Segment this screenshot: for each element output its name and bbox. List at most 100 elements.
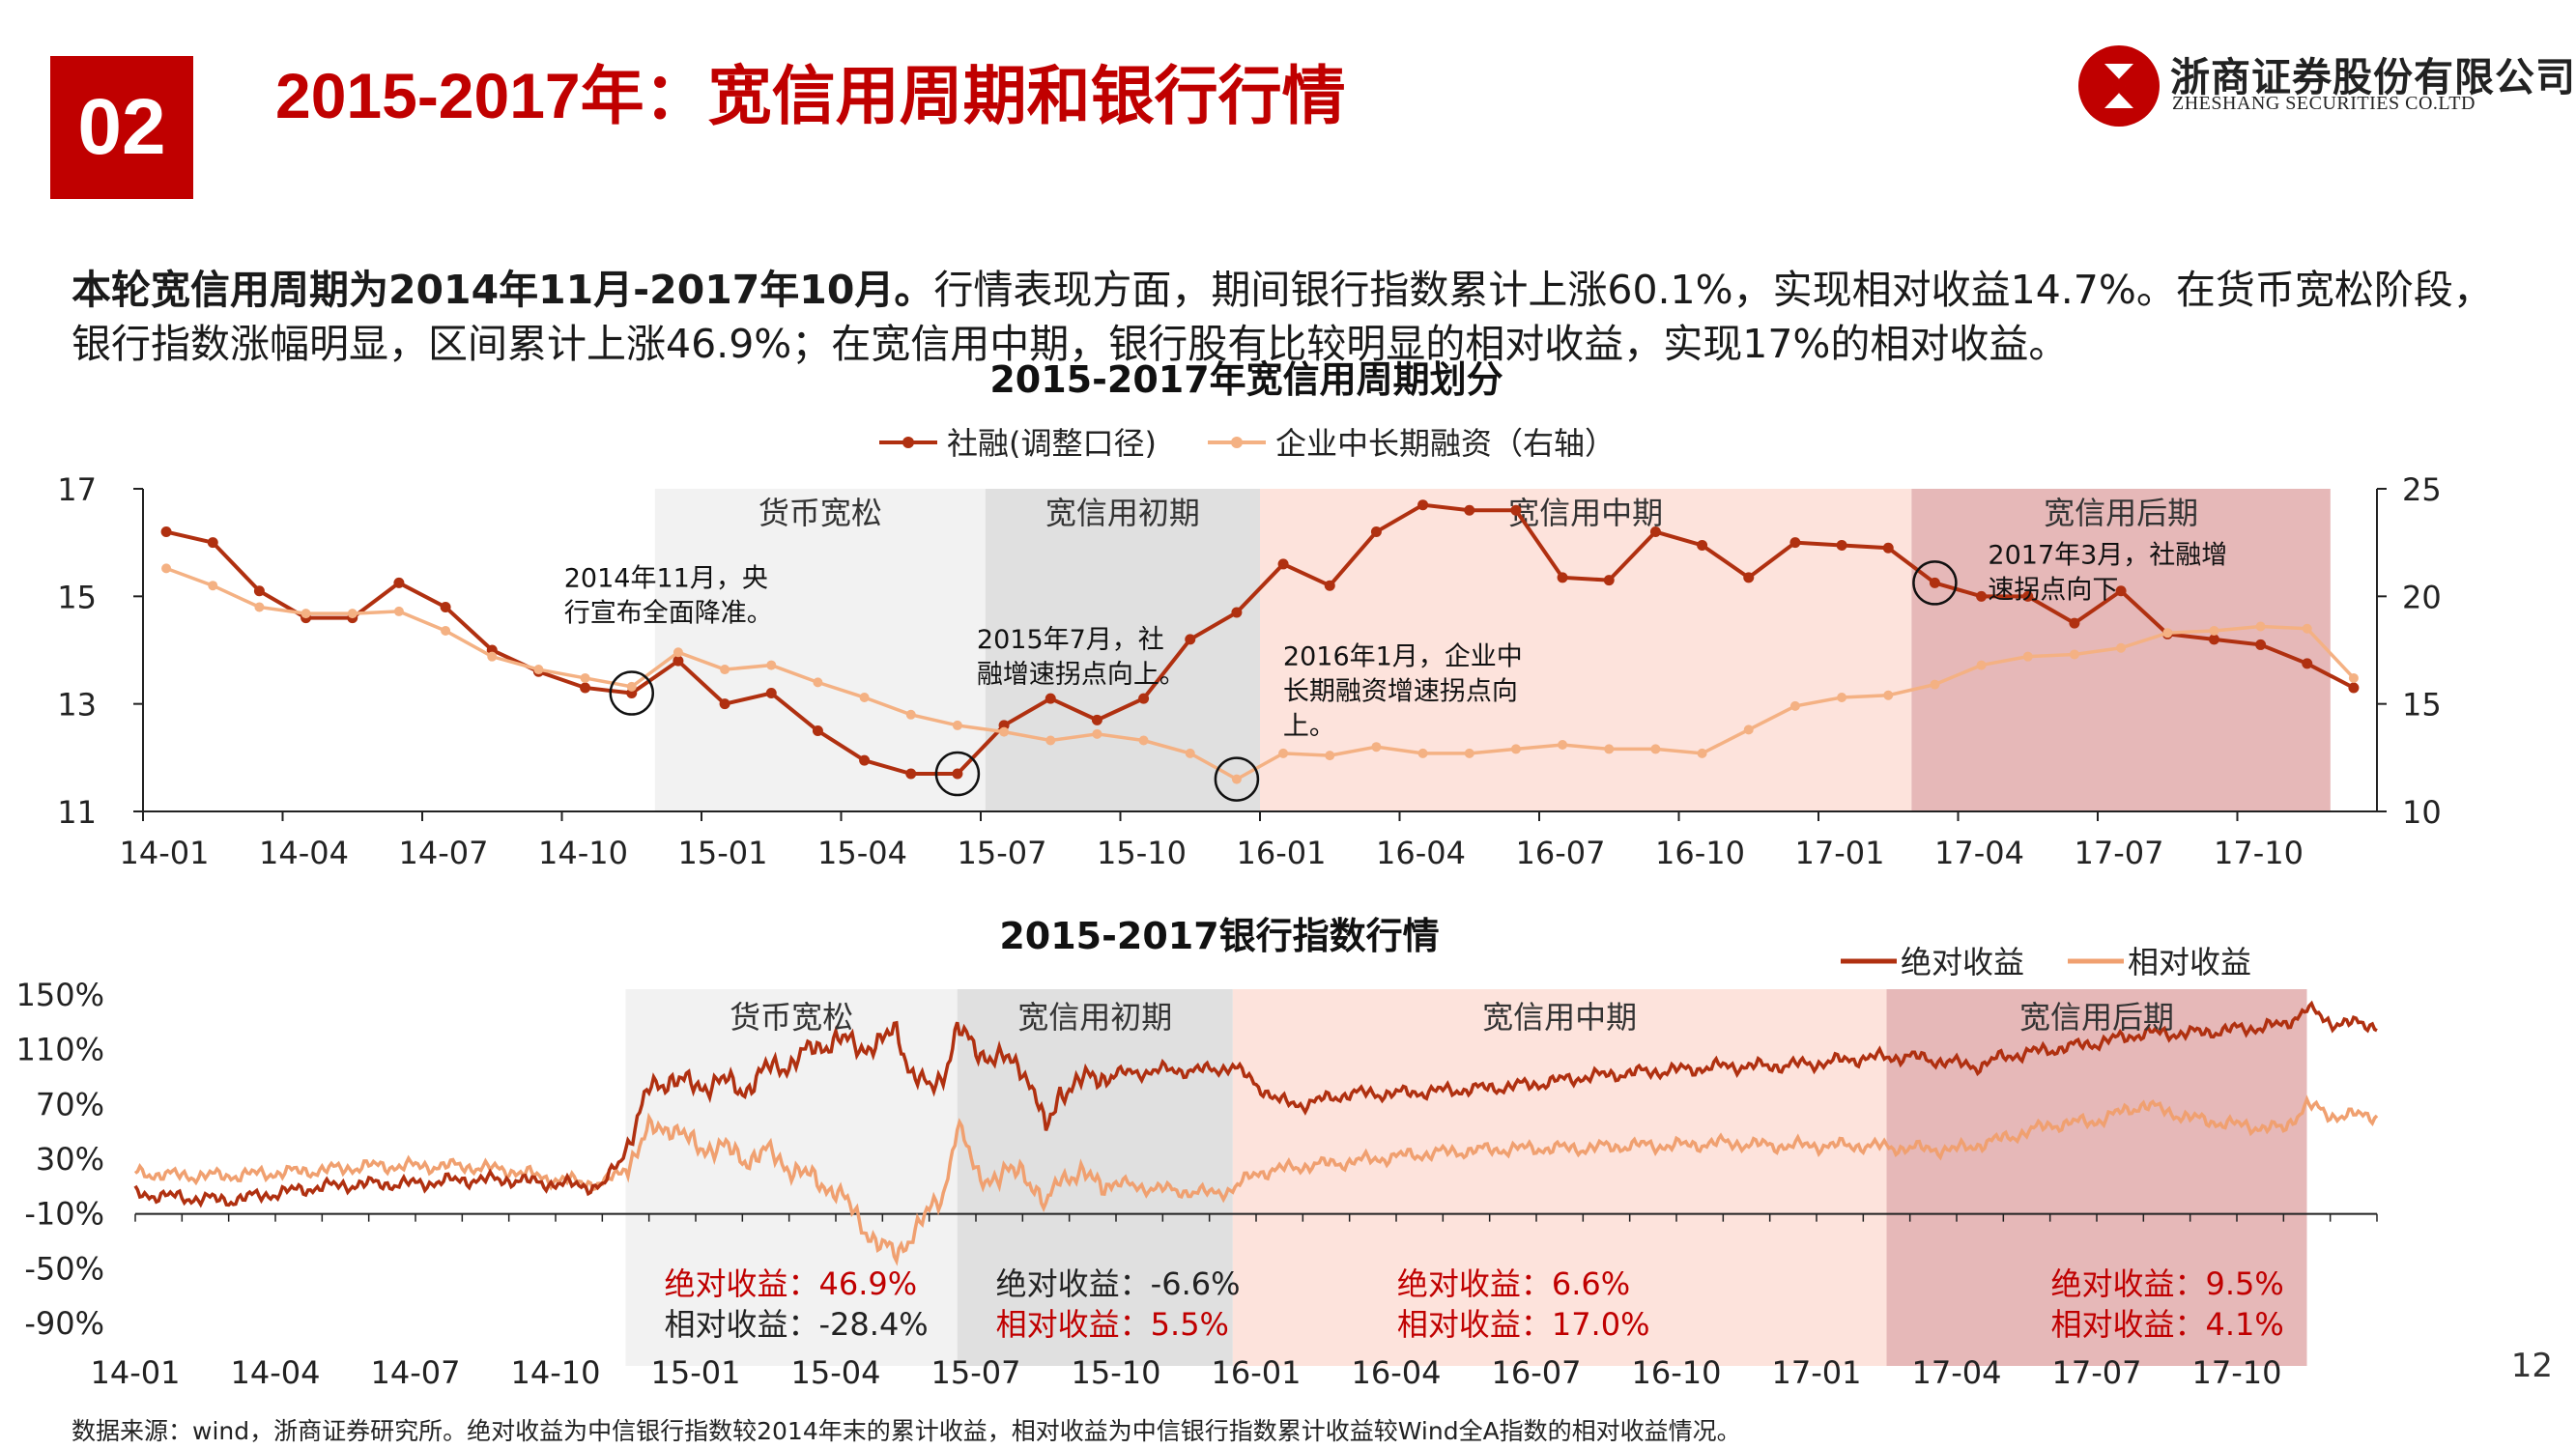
social-financing-point bbox=[1370, 526, 1382, 538]
period-band bbox=[985, 489, 1260, 811]
corporate-financing-point bbox=[208, 581, 218, 591]
corporate-financing-point bbox=[1558, 739, 1568, 750]
x-tick-label: 15-07 bbox=[958, 835, 1047, 871]
corporate-financing-point bbox=[161, 563, 172, 574]
corporate-financing-point bbox=[301, 609, 311, 619]
period-label: 宽信用中期 bbox=[1508, 495, 1663, 531]
annotation-text: 上。 bbox=[1283, 712, 1335, 742]
annotation-text: 融增速拐点向上。 bbox=[977, 660, 1186, 690]
social-financing-point bbox=[253, 585, 265, 597]
corporate-financing-point bbox=[859, 692, 870, 702]
social-financing-point bbox=[1510, 504, 1522, 516]
y-tick-label: 110% bbox=[16, 1032, 104, 1068]
corporate-financing-point bbox=[1464, 748, 1474, 758]
corporate-financing-point bbox=[1510, 744, 1521, 754]
annotation-circle bbox=[609, 670, 654, 716]
corporate-financing-point bbox=[1697, 748, 1707, 758]
social-financing-point bbox=[1789, 537, 1801, 549]
social-financing-point bbox=[1882, 542, 1894, 554]
period-band bbox=[1232, 989, 1887, 1366]
x-tick-label: 16-04 bbox=[1352, 1354, 1442, 1391]
period-label: 宽信用初期 bbox=[1017, 999, 1172, 1036]
corporate-financing-point bbox=[393, 606, 404, 616]
corporate-financing-point bbox=[905, 709, 916, 720]
chart-title: 2015-2017年宽信用周期划分 bbox=[989, 358, 1503, 401]
x-tick-label: 15-04 bbox=[817, 835, 907, 871]
legend-label: 社融(调整口径) bbox=[947, 425, 1157, 462]
social-financing-point bbox=[1743, 572, 1755, 583]
period-label: 宽信用后期 bbox=[2044, 495, 2198, 531]
corporate-financing-point bbox=[2069, 649, 2079, 660]
annotation-text: 速拐点向下 bbox=[1988, 575, 2118, 605]
annotation-text: 长期融资增速拐点向 bbox=[1283, 677, 1518, 707]
social-financing-point bbox=[2302, 658, 2313, 669]
social-financing-point bbox=[1138, 693, 1150, 704]
credit-cycle-chart: 货币宽松 宽信用初期 宽信用中期 宽信用后期 2015-2017年宽信用周期划分社融(调… bbox=[57, 358, 2442, 871]
corporate-financing-point bbox=[1743, 724, 1754, 735]
social-financing-point bbox=[905, 768, 917, 780]
right-tick-label: 15 bbox=[2402, 687, 2442, 724]
left-tick-label: 11 bbox=[57, 794, 97, 831]
corporate-financing-point bbox=[487, 651, 498, 662]
social-financing-point bbox=[393, 577, 405, 588]
x-tick-label: 14-04 bbox=[231, 1354, 321, 1391]
legend-label: 绝对收益 bbox=[1901, 944, 2024, 980]
corporate-financing-point bbox=[580, 672, 590, 683]
corporate-financing-point bbox=[441, 625, 451, 636]
annotation-circle bbox=[1912, 560, 1958, 606]
corporate-financing-point bbox=[2209, 625, 2219, 636]
x-tick-label: 15-10 bbox=[1072, 1354, 1161, 1391]
corporate-financing-point bbox=[2022, 651, 2033, 662]
period-absolute-return: 绝对收益：9.5% bbox=[2051, 1265, 2284, 1302]
corporate-financing-point bbox=[1837, 692, 1847, 702]
social-financing-point bbox=[2208, 634, 2219, 645]
legend-label: 相对收益 bbox=[2128, 944, 2251, 980]
x-tick-label: 14-04 bbox=[259, 835, 349, 871]
corporate-financing-point bbox=[720, 665, 730, 675]
left-tick-label: 13 bbox=[57, 687, 97, 724]
right-tick-label: 10 bbox=[2402, 794, 2442, 831]
x-tick-label: 17-07 bbox=[2052, 1354, 2142, 1391]
annotation-text: 2016年1月，企业中 bbox=[1283, 642, 1523, 672]
corporate-financing-point bbox=[1371, 742, 1382, 753]
x-tick-label: 14-10 bbox=[538, 835, 628, 871]
social-financing-point bbox=[440, 601, 451, 612]
annotation-circle bbox=[1214, 756, 1260, 802]
period-label: 货币宽松 bbox=[730, 999, 853, 1036]
relative-return-line bbox=[133, 1094, 2379, 1266]
x-tick-label: 14-01 bbox=[120, 835, 210, 871]
annotation-text: 2014年11月，央 bbox=[564, 564, 768, 594]
logo-name-en: ZHESHANG SECURITIES CO.LTD bbox=[2172, 93, 2476, 114]
x-tick-label: 17-07 bbox=[2075, 835, 2164, 871]
corporate-financing-point bbox=[1325, 751, 1335, 761]
annotation-text: 2017年3月，社融增 bbox=[1988, 540, 2227, 570]
x-tick-label: 17-04 bbox=[1934, 835, 2024, 871]
x-tick-label: 16-01 bbox=[1237, 835, 1327, 871]
period-band bbox=[654, 489, 986, 811]
period-label: 宽信用中期 bbox=[1482, 999, 1637, 1036]
corporate-financing-point bbox=[254, 602, 265, 612]
corporate-financing-point bbox=[1650, 744, 1661, 754]
x-tick-label: 14-10 bbox=[511, 1354, 601, 1391]
social-financing-point bbox=[207, 537, 218, 549]
page-title: 2015-2017年：宽信用周期和银行行情 bbox=[275, 60, 1346, 131]
corporate-financing-point bbox=[1789, 700, 1800, 711]
social-financing-point bbox=[2348, 682, 2360, 694]
corporate-financing-point bbox=[2302, 623, 2312, 634]
corporate-financing-point bbox=[952, 720, 962, 730]
annotation-text: 2015年7月，社 bbox=[977, 625, 1164, 655]
x-tick-label: 16-10 bbox=[1632, 1354, 1722, 1391]
annotation-circle bbox=[934, 751, 981, 797]
x-tick-label: 16-10 bbox=[1655, 835, 1745, 871]
left-tick-label: 17 bbox=[57, 471, 97, 508]
corporate-financing-point bbox=[766, 660, 777, 670]
corporate-financing-point bbox=[1045, 735, 1056, 746]
x-tick-label: 15-10 bbox=[1097, 835, 1187, 871]
x-tick-label: 16-07 bbox=[1516, 835, 1606, 871]
corporate-financing-point bbox=[533, 665, 544, 675]
logo-name-cn: 浙商证券股份有限公司 bbox=[2170, 54, 2576, 100]
x-tick-label: 17-04 bbox=[1912, 1354, 2002, 1391]
x-tick-label: 17-01 bbox=[1772, 1354, 1862, 1391]
period-relative-return: 相对收益：-28.4% bbox=[665, 1306, 929, 1343]
